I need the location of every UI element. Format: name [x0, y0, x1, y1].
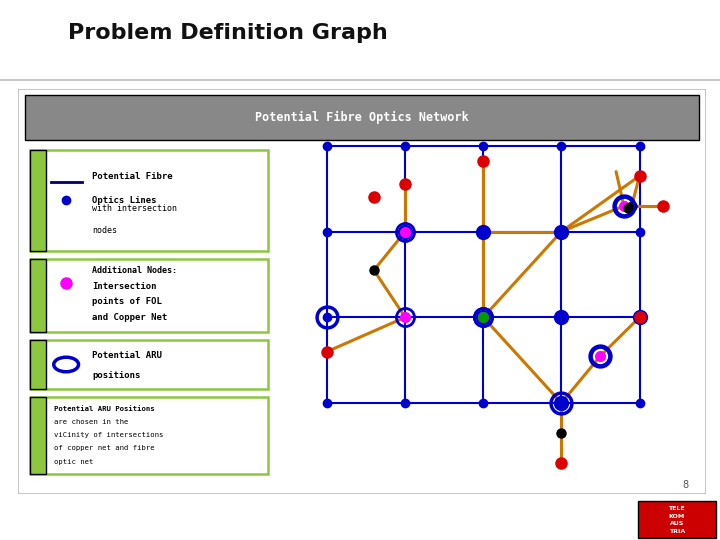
FancyBboxPatch shape: [18, 89, 706, 494]
Text: Potential ARU: Potential ARU: [92, 351, 162, 360]
FancyBboxPatch shape: [30, 259, 268, 332]
Text: Additional Nodes:: Additional Nodes:: [92, 266, 177, 275]
Text: of copper net and fibre: of copper net and fibre: [55, 446, 155, 451]
Text: positions: positions: [92, 370, 140, 380]
Text: points of FOL: points of FOL: [92, 297, 162, 306]
Text: KOM: KOM: [669, 514, 685, 518]
FancyBboxPatch shape: [30, 397, 45, 474]
Text: Optics Lines: Optics Lines: [92, 196, 157, 205]
FancyBboxPatch shape: [30, 397, 268, 474]
Text: Potential Fibre Optics Network: Potential Fibre Optics Network: [255, 111, 469, 124]
Text: AUS: AUS: [670, 521, 684, 526]
Text: optic net: optic net: [55, 458, 94, 464]
Text: viCinity of intersections: viCinity of intersections: [55, 433, 164, 438]
Text: Potential ARU Positions: Potential ARU Positions: [55, 406, 155, 412]
Text: Problem Definition Graph: Problem Definition Graph: [68, 23, 388, 43]
Text: Potential Fibre: Potential Fibre: [92, 172, 173, 181]
Text: 8: 8: [683, 480, 688, 490]
Text: Business & Market Intelligence / OR: Business & Market Intelligence / OR: [18, 513, 299, 526]
FancyBboxPatch shape: [30, 150, 268, 251]
Text: TRIA: TRIA: [669, 529, 685, 534]
Text: are chosen in the: are chosen in the: [55, 419, 129, 426]
Text: with intersection: with intersection: [92, 204, 177, 213]
Text: TELE: TELE: [668, 506, 685, 511]
FancyBboxPatch shape: [30, 150, 45, 251]
Text: 2: 2: [23, 34, 36, 52]
FancyBboxPatch shape: [638, 501, 716, 538]
FancyBboxPatch shape: [30, 340, 268, 389]
Text: Intersection: Intersection: [92, 282, 157, 291]
FancyBboxPatch shape: [30, 340, 45, 389]
Text: nodes: nodes: [92, 226, 117, 235]
FancyBboxPatch shape: [30, 259, 45, 332]
Text: and Copper Net: and Copper Net: [92, 313, 168, 322]
FancyBboxPatch shape: [25, 95, 698, 140]
